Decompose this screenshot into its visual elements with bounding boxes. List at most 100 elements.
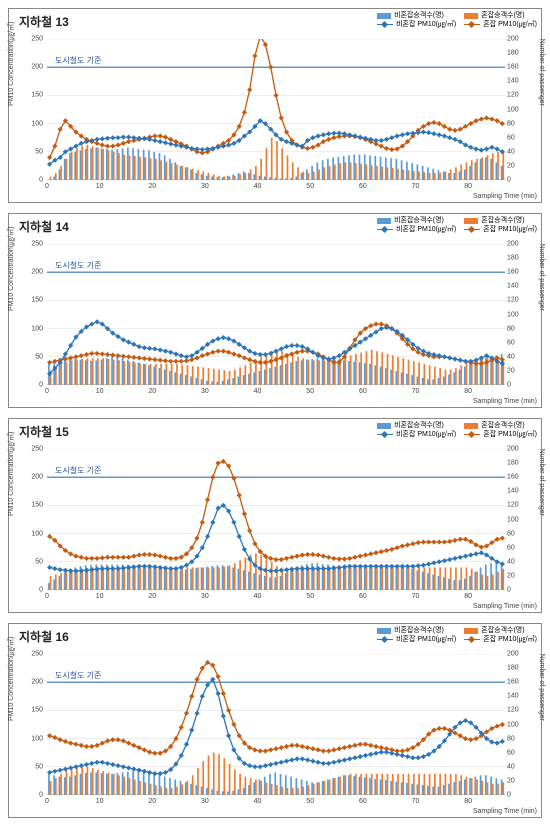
y-axis-left-label: PM10 Concentration(㎍/㎥) [6,431,16,515]
xtick: 50 [306,183,314,190]
legend: 비혼잡승객수(명)혼잡승객수(명)비혼잡 PM10(㎍/㎥)혼잡 PM10(㎍/… [377,11,537,29]
xtick: 70 [412,388,420,395]
ytick-left: 150 [27,92,43,99]
legend-bar-orange: 혼잡승객수(명) [464,626,537,635]
legend-bar-blue: 비혼잡승객수(명) [377,421,456,430]
legend-swatch [464,423,478,429]
legend-bar-orange: 혼잡승객수(명) [464,216,537,225]
legend-line-swatch [464,24,480,25]
ytick-left: 0 [27,177,43,184]
legend-label: 비혼잡 PM10(㎍/㎥) [396,225,456,234]
legend-line-swatch [377,24,393,25]
ytick-right: 60 [507,749,523,756]
legend-swatch [377,423,391,429]
ytick-left: 0 [27,792,43,799]
ytick-left: 50 [27,353,43,360]
ytick-right: 60 [507,339,523,346]
ytick-right: 180 [507,50,523,57]
ytick-right: 0 [507,382,523,389]
ytick-right: 180 [507,665,523,672]
xtick: 80 [464,183,472,190]
ytick-left: 200 [27,269,43,276]
chart-svg [47,244,505,385]
chart-panel: 지하철 15 비혼잡승객수(명)혼잡승객수(명)비혼잡 PM10(㎍/㎥)혼잡 P… [8,418,542,613]
ytick-right: 200 [507,651,523,658]
ytick-right: 40 [507,763,523,770]
legend-line-blue: 비혼잡 PM10(㎍/㎥) [377,20,456,29]
xtick: 20 [148,798,156,805]
xtick: 80 [464,388,472,395]
legend-label: 혼잡승객수(명) [481,216,524,225]
ytick-right: 20 [507,162,523,169]
ytick-left: 100 [27,325,43,332]
ytick-left: 250 [27,36,43,43]
ytick-left: 250 [27,241,43,248]
xtick: 50 [306,388,314,395]
xtick: 60 [359,388,367,395]
ytick-left: 150 [27,707,43,714]
ytick-left: 150 [27,502,43,509]
ytick-left: 250 [27,651,43,658]
xtick: 10 [96,593,104,600]
legend-bar-blue: 비혼잡승객수(명) [377,216,456,225]
xtick: 70 [412,798,420,805]
legend-label: 비혼잡승객수(명) [394,11,444,20]
y-axis-right-label: Number of passenger [538,38,545,105]
ytick-right: 80 [507,120,523,127]
legend-line-swatch [377,639,393,640]
panel-title: 지하철 14 [19,218,69,235]
panel-title: 지하철 16 [19,628,69,645]
ytick-left: 200 [27,679,43,686]
ytick-right: 140 [507,283,523,290]
legend-swatch [377,628,391,634]
ytick-right: 200 [507,241,523,248]
reference-line-label: 도시철도 기준 [55,260,101,271]
legend-label: 비혼잡승객수(명) [394,626,444,635]
xtick: 30 [201,183,209,190]
panel-title: 지하철 15 [19,423,69,440]
x-axis-label: Sampling Time (min) [473,808,537,815]
xtick: 30 [201,388,209,395]
xtick: 40 [254,183,262,190]
ytick-right: 80 [507,735,523,742]
legend-line-swatch [464,639,480,640]
xtick: 50 [306,798,314,805]
xtick: 10 [96,798,104,805]
ytick-right: 120 [507,502,523,509]
y-axis-right-label: Number of passenger [538,243,545,310]
legend-line-blue: 비혼잡 PM10(㎍/㎥) [377,225,456,234]
legend-label: 혼잡 PM10(㎍/㎥) [483,430,537,439]
legend-line-orange: 혼잡 PM10(㎍/㎥) [464,635,537,644]
ytick-left: 250 [27,446,43,453]
legend-swatch [377,13,391,19]
ytick-right: 100 [507,516,523,523]
legend-line-orange: 혼잡 PM10(㎍/㎥) [464,225,537,234]
panel-title: 지하철 13 [19,13,69,30]
ytick-right: 0 [507,792,523,799]
ytick-left: 50 [27,148,43,155]
x-axis-label: Sampling Time (min) [473,193,537,200]
legend: 비혼잡승객수(명)혼잡승객수(명)비혼잡 PM10(㎍/㎥)혼잡 PM10(㎍/… [377,421,537,439]
ytick-right: 40 [507,353,523,360]
xtick: 80 [464,798,472,805]
legend-swatch [464,218,478,224]
ytick-right: 20 [507,777,523,784]
ytick-right: 120 [507,707,523,714]
legend-line-blue: 비혼잡 PM10(㎍/㎥) [377,635,456,644]
legend-label: 비혼잡 PM10(㎍/㎥) [396,20,456,29]
xtick: 30 [201,798,209,805]
ytick-right: 40 [507,148,523,155]
x-axis-label: Sampling Time (min) [473,603,537,610]
xtick: 0 [45,183,49,190]
ytick-left: 50 [27,763,43,770]
ytick-left: 200 [27,64,43,71]
ytick-right: 100 [507,106,523,113]
y-axis-left-label: PM10 Concentration(㎍/㎥) [6,636,16,720]
ytick-left: 200 [27,474,43,481]
xtick: 70 [412,593,420,600]
ytick-right: 100 [507,311,523,318]
ytick-left: 100 [27,120,43,127]
xtick: 20 [148,183,156,190]
ytick-right: 0 [507,587,523,594]
xtick: 60 [359,183,367,190]
